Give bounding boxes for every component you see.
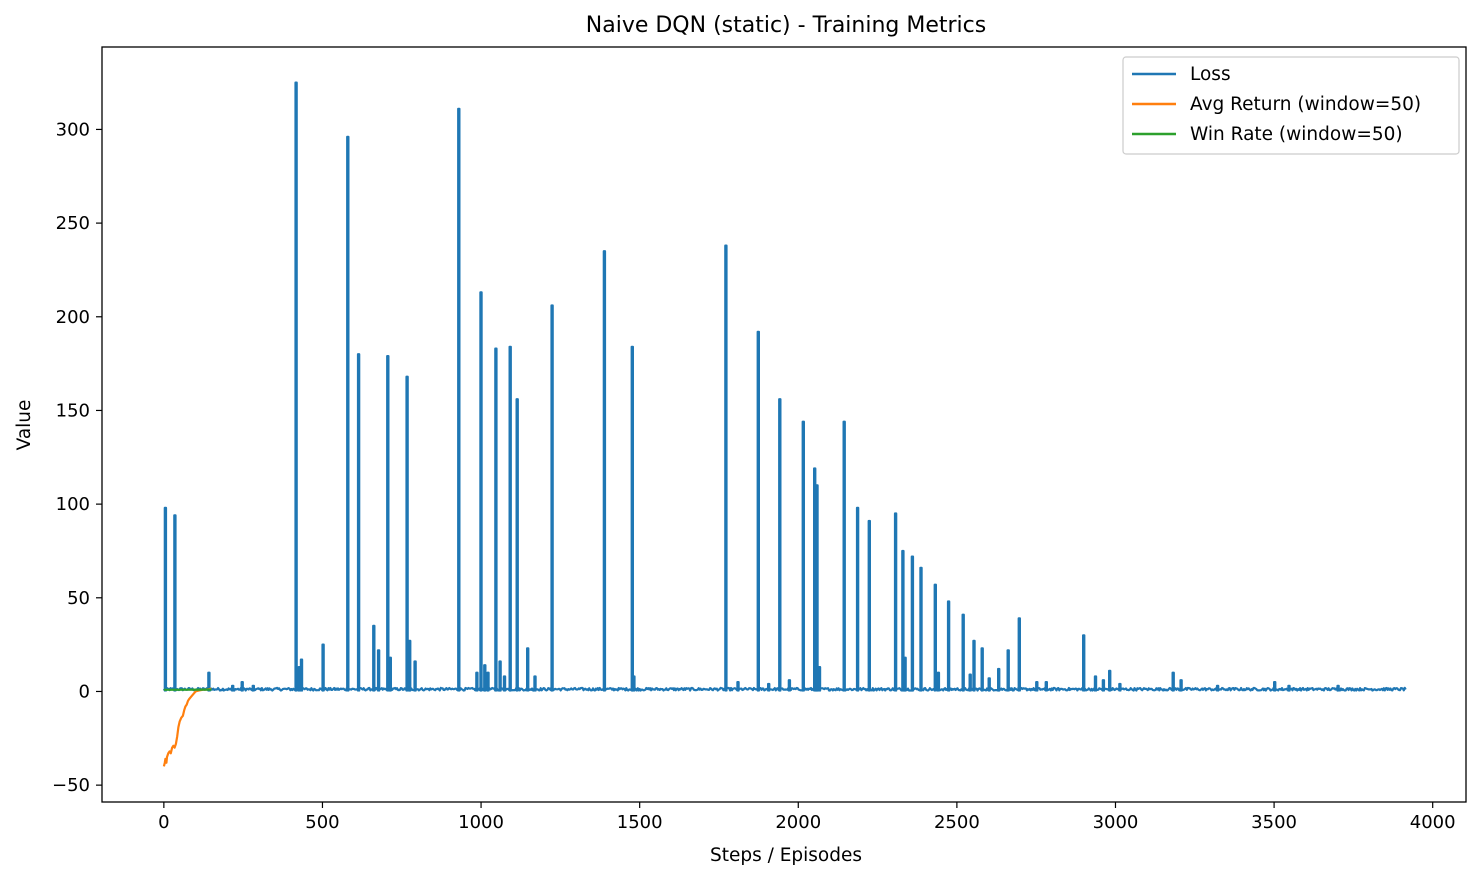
legend-label-win-rate: Win Rate (window=50) xyxy=(1190,124,1403,145)
chart-title: Naive DQN (static) - Training Metrics xyxy=(586,13,986,38)
y-tick-label: 250 xyxy=(56,213,90,234)
y-axis: −50 0 50 100 150 200 250 300 xyxy=(52,119,102,796)
legend-box xyxy=(1122,56,1460,155)
y-tick-label: 50 xyxy=(67,588,90,609)
legend: Loss Avg Return (window=50) Win Rate (wi… xyxy=(1122,56,1460,155)
plot-frame xyxy=(101,46,1467,803)
x-tick-label: 2500 xyxy=(934,812,980,833)
x-tick-label: 2000 xyxy=(775,812,821,833)
y-tick-label: −50 xyxy=(52,775,90,796)
x-axis: 0 500 1000 1500 2000 2500 3000 3500 4000 xyxy=(158,802,1456,833)
x-tick-label: 4000 xyxy=(1410,812,1456,833)
x-tick-label: 1500 xyxy=(617,812,663,833)
y-tick-label: 100 xyxy=(56,494,90,515)
y-tick-label: 200 xyxy=(56,307,90,328)
y-tick-label: 150 xyxy=(56,400,90,421)
x-tick-label: 500 xyxy=(305,812,339,833)
series-line-loss xyxy=(162,81,1407,692)
x-tick-label: 1000 xyxy=(458,812,504,833)
legend-label-avg-return: Avg Return (window=50) xyxy=(1190,94,1421,115)
y-tick-label: 300 xyxy=(56,119,90,140)
x-tick-label: 3500 xyxy=(1251,812,1297,833)
x-axis-label: Steps / Episodes xyxy=(710,845,862,866)
y-tick-label: 0 xyxy=(79,681,90,702)
y-axis-label: Value xyxy=(14,400,35,451)
x-tick-label: 0 xyxy=(158,812,169,833)
legend-label-loss: Loss xyxy=(1190,64,1231,85)
x-tick-label: 3000 xyxy=(1093,812,1139,833)
